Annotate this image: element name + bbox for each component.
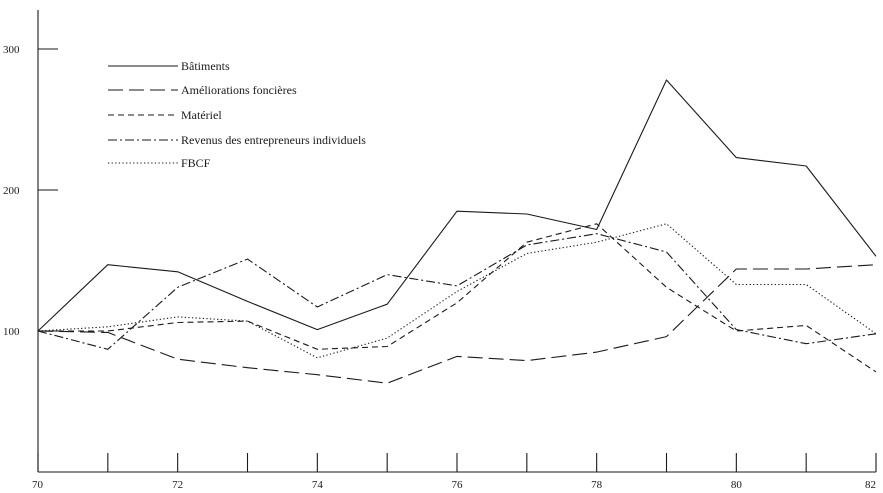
series-line-4	[37, 223, 877, 359]
legend-label: Revenus des entrepreneurs individuels	[181, 133, 366, 147]
y-tick-label: 300	[3, 44, 20, 56]
legend-label: Améliorations foncières	[181, 83, 297, 97]
series-line-3	[37, 233, 877, 350]
legend-label: Matériel	[181, 108, 222, 122]
series-line-1	[37, 264, 877, 384]
y-tick-label: 200	[3, 185, 20, 197]
legend-label: Bâtiments	[181, 59, 230, 73]
x-tick-label: 74	[312, 479, 324, 491]
y-ticks: 100 200 300	[3, 44, 58, 338]
x-tick-label: 70	[32, 479, 44, 491]
x-ticks: 70 72 74 76 78 80 82	[32, 453, 877, 491]
series-line-0	[37, 79, 877, 332]
axes	[37, 10, 876, 473]
y-tick-label: 100	[3, 326, 20, 338]
legend: Bâtiments Améliorations foncières Matériel…	[108, 59, 366, 170]
legend-label: FBCF	[181, 156, 211, 170]
x-tick-label: 78	[591, 479, 603, 491]
x-tick-label: 72	[172, 479, 183, 491]
series-lines	[37, 79, 877, 384]
x-tick-label: 76	[452, 479, 464, 491]
x-tick-label: 82	[865, 479, 876, 491]
series-line-2	[38, 223, 877, 373]
x-tick-label: 80	[731, 479, 743, 491]
